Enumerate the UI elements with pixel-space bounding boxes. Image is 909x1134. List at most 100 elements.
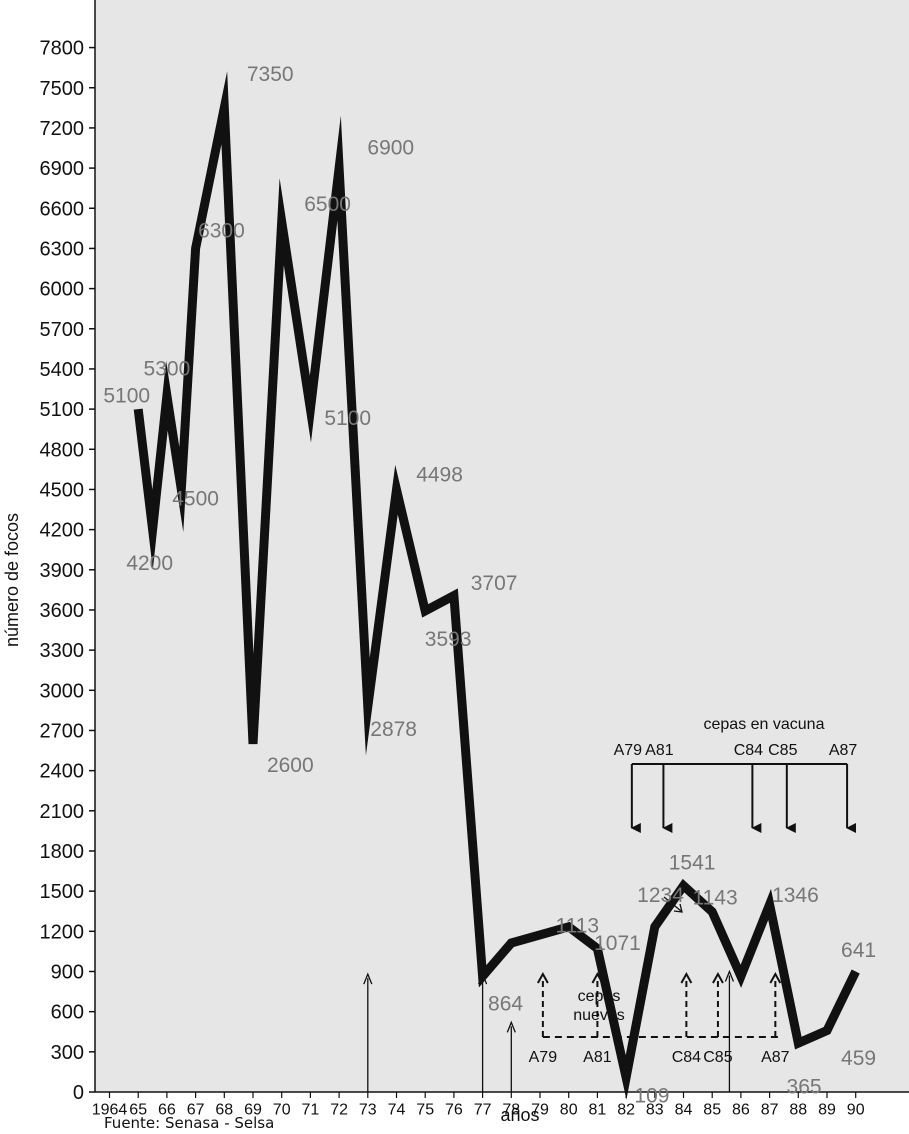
y-tick-label: 4800 [40, 439, 85, 461]
y-tick-label: 4200 [40, 520, 85, 542]
data-label: 365 [787, 1075, 822, 1098]
data-label: 641 [841, 939, 876, 962]
x-tick-label: 82 [617, 1101, 635, 1118]
x-tick-label: 81 [589, 1101, 607, 1118]
x-tick-label: 79 [531, 1101, 549, 1118]
vaccine-strain-label: C85 [768, 742, 797, 759]
x-tick-label: 87 [761, 1101, 779, 1118]
y-tick-label: 2700 [40, 720, 85, 742]
new-strain-label: C84 [672, 1049, 701, 1066]
x-axis-title: años [500, 1105, 539, 1125]
y-axis-title: número de focos [2, 513, 22, 647]
data-label: 4200 [126, 552, 173, 575]
y-tick-label: 3600 [40, 600, 85, 622]
y-tick-label: 900 [51, 961, 84, 983]
y-tick-label: 3000 [40, 680, 85, 702]
new-strain-label: A79 [529, 1049, 558, 1066]
data-label: 1346 [772, 884, 819, 907]
x-tick-label: 72 [330, 1101, 348, 1118]
y-tick-label: 1800 [40, 841, 85, 863]
x-tick-label: 84 [675, 1101, 693, 1118]
series-line [133, 71, 860, 1100]
data-label: 6900 [367, 137, 414, 160]
new-strain-arrowhead [769, 971, 782, 984]
data-label: 109 [634, 1085, 669, 1108]
x-tick-label: 74 [388, 1101, 406, 1118]
y-tick-label: 2400 [40, 761, 85, 783]
x-tick-label: 76 [445, 1101, 463, 1118]
y-tick-label: 2100 [40, 801, 85, 823]
new-strain-label: A81 [583, 1049, 612, 1066]
event-arrowhead [724, 969, 735, 982]
data-label: 7350 [247, 63, 294, 86]
data-label: 459 [841, 1047, 876, 1070]
x-tick-label: 69 [244, 1101, 262, 1118]
y-tick-label: 300 [51, 1042, 84, 1064]
source-note: Fuente: Senasa - Selsa [104, 1114, 274, 1132]
data-label: 1143 [692, 887, 737, 910]
x-tick-label: 85 [703, 1101, 721, 1118]
data-label: 2600 [267, 754, 314, 777]
new-strain-arrowhead [712, 971, 724, 984]
y-tick-label: 1500 [40, 881, 85, 903]
x-tick-label: 70 [273, 1101, 291, 1118]
y-tick-label: 600 [51, 1002, 84, 1024]
data-label: 6500 [304, 193, 351, 216]
x-tick-label: 67 [187, 1101, 205, 1118]
data-label: 5100 [324, 407, 371, 430]
y-tick-label: 0 [73, 1082, 84, 1104]
x-ticks: 1964 65 66 67 68 69 70 71 72 73 74 75 76 77 78 79 80 81 82… [92, 1092, 865, 1118]
y-tick-label: 3900 [40, 560, 85, 582]
new-strain-label: A87 [761, 1049, 790, 1066]
y-tick-label: 4500 [40, 479, 85, 501]
y-tick-label: 7800 [40, 38, 85, 60]
y-tick-label: 7500 [40, 78, 85, 100]
data-label: 2878 [370, 718, 417, 741]
x-tick-label: 78 [502, 1101, 520, 1118]
data-label: 1234 [637, 884, 684, 907]
x-tick-label: 90 [847, 1101, 865, 1118]
x-tick-label: 73 [359, 1101, 377, 1118]
y-tick-label: 5700 [40, 319, 85, 341]
vaccine-strain-label: A79 [614, 742, 643, 759]
event-arrowhead [506, 1020, 516, 1033]
data-label: 1113 [556, 915, 600, 938]
data-label: 6300 [198, 220, 245, 243]
data-label: 1071 [594, 932, 641, 955]
data-label: 4500 [172, 488, 219, 511]
data-label: 1541 [669, 852, 716, 875]
y-tick-label: 3300 [40, 640, 85, 662]
y-tick-label: 5400 [40, 359, 85, 381]
x-tick-label: 66 [158, 1101, 176, 1118]
y-tick-label: 5100 [40, 399, 85, 421]
x-tick-label: 83 [646, 1101, 664, 1118]
y-tick-label: 6900 [40, 158, 85, 180]
y-tick-label: 6600 [40, 198, 85, 220]
data-label: 3707 [471, 572, 518, 595]
data-label: 864 [488, 992, 523, 1015]
data-labels: 5100 4200 5300 4500 6300 7350 2600 6500 5100 6900… [103, 63, 876, 1108]
y-ticks: 0 300 600 900 1200 1500 1800 2100 2400 2700 3000 33… [40, 38, 95, 1104]
data-label: 5100 [103, 384, 150, 407]
x-tick-label: 75 [416, 1101, 434, 1118]
x-tick-label: 65 [129, 1101, 147, 1118]
x-tick-label: 89 [818, 1101, 836, 1118]
vaccine-strain-label: A81 [645, 742, 674, 759]
x-tick-label: 86 [732, 1101, 750, 1118]
data-label: 5300 [144, 358, 191, 381]
y-tick-label: 1200 [40, 921, 85, 943]
x-tick-label: 77 [474, 1101, 492, 1118]
x-tick-label: 1964 [92, 1101, 128, 1118]
vaccine-strain-label: C84 [734, 742, 763, 759]
x-tick-label: 68 [215, 1101, 233, 1118]
x-tick-label: 88 [789, 1101, 807, 1118]
new-strain-label: C85 [703, 1049, 732, 1066]
vaccine-strains-title: cepas en vacuna [704, 716, 825, 733]
data-label: 3593 [425, 628, 472, 651]
new-strain-arrowhead [680, 971, 693, 984]
new-strain-arrowhead [536, 971, 549, 984]
label-pointer-head [673, 903, 683, 913]
y-tick-label: 6000 [40, 279, 85, 301]
